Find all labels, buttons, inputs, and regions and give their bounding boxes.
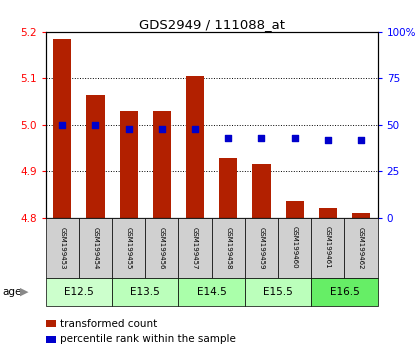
- Bar: [112, 218, 145, 278]
- Bar: [79, 218, 112, 278]
- Bar: [145, 218, 178, 278]
- Text: GSM199460: GSM199460: [292, 227, 298, 269]
- Bar: [219, 158, 237, 218]
- Text: GSM199455: GSM199455: [126, 227, 132, 269]
- Text: ▶: ▶: [20, 287, 28, 297]
- Text: E15.5: E15.5: [263, 287, 293, 297]
- Bar: [153, 111, 171, 218]
- Bar: [311, 278, 378, 306]
- Bar: [344, 218, 378, 278]
- Text: E13.5: E13.5: [130, 287, 160, 297]
- Bar: [53, 39, 71, 218]
- Text: transformed count: transformed count: [60, 319, 157, 329]
- Text: GSM199457: GSM199457: [192, 227, 198, 269]
- Point: [59, 122, 66, 128]
- Point: [258, 135, 265, 141]
- Bar: [86, 95, 105, 218]
- Bar: [245, 218, 278, 278]
- Bar: [178, 218, 212, 278]
- Text: age: age: [2, 287, 22, 297]
- Text: GSM199453: GSM199453: [59, 227, 65, 269]
- Point: [325, 137, 331, 143]
- Point: [192, 126, 198, 131]
- Bar: [212, 218, 245, 278]
- Point: [159, 126, 165, 131]
- Bar: [311, 218, 344, 278]
- Bar: [352, 213, 370, 218]
- Text: percentile rank within the sample: percentile rank within the sample: [60, 335, 236, 344]
- Bar: [319, 209, 337, 218]
- Bar: [286, 201, 304, 218]
- Bar: [46, 218, 79, 278]
- Bar: [252, 164, 271, 218]
- Point: [225, 135, 232, 141]
- Bar: [186, 76, 204, 218]
- Text: GSM199458: GSM199458: [225, 227, 231, 269]
- Bar: [278, 218, 311, 278]
- Text: GSM199459: GSM199459: [259, 227, 264, 269]
- Text: E12.5: E12.5: [64, 287, 94, 297]
- Bar: [245, 278, 311, 306]
- Text: E14.5: E14.5: [197, 287, 227, 297]
- Bar: [178, 278, 245, 306]
- Bar: [112, 278, 178, 306]
- Bar: [46, 278, 112, 306]
- Point: [125, 126, 132, 131]
- Title: GDS2949 / 111088_at: GDS2949 / 111088_at: [139, 18, 285, 31]
- Point: [358, 137, 364, 143]
- Text: GSM199456: GSM199456: [159, 227, 165, 269]
- Point: [92, 122, 99, 128]
- Text: GSM199454: GSM199454: [93, 227, 98, 269]
- Bar: [120, 111, 138, 218]
- Text: GSM199462: GSM199462: [358, 227, 364, 269]
- Text: GSM199461: GSM199461: [325, 227, 331, 269]
- Text: E16.5: E16.5: [330, 287, 359, 297]
- Point: [291, 135, 298, 141]
